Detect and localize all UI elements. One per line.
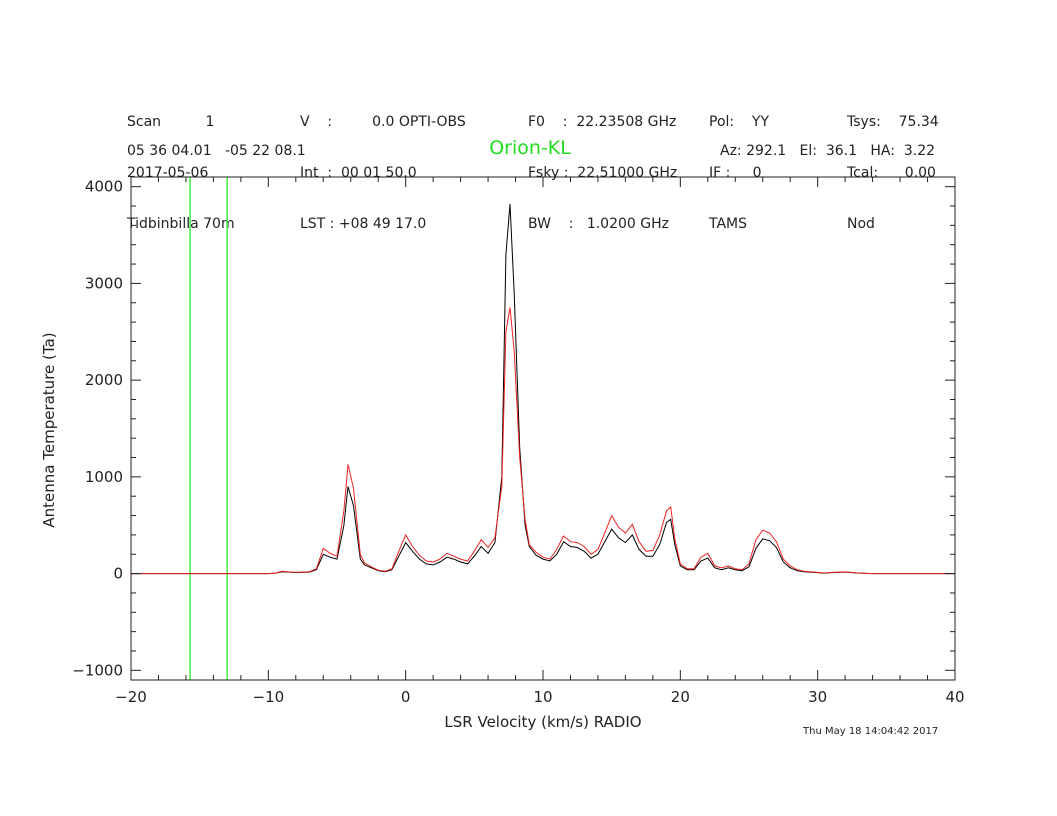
header-f0: F0 : 22.23508 GHz <box>528 114 677 130</box>
x-tick-label: 0 <box>401 688 411 706</box>
series-line-red <box>131 307 955 575</box>
x-tick-label: 30 <box>808 688 827 706</box>
header-coordinates: 05 36 04.01 -05 22 08.1 <box>127 143 306 159</box>
header-pol: Pol: YY <box>709 114 770 130</box>
header-tsys-info: Tsys: 75.34 Tcal: 0.00 Nod <box>847 80 939 250</box>
x-axis-label: LSR Velocity (km/s) RADIO <box>444 713 641 731</box>
x-tick-label: 20 <box>671 688 690 706</box>
x-tick-label: −10 <box>253 688 285 706</box>
y-tick-label: 2000 <box>85 371 123 389</box>
y-tick-label: 0 <box>113 565 123 583</box>
y-axis-label: Antenna Temperature (Ta) <box>40 332 58 527</box>
series-line-black <box>131 204 955 575</box>
header-bandwidth: BW : 1.0200 GHz <box>528 216 669 232</box>
y-tick-label: −1000 <box>72 661 123 679</box>
y-tick-label: 1000 <box>85 468 123 486</box>
header-scan: Scan 1 <box>127 114 215 130</box>
header-pointing: Az: 292.1 El: 36.1 HA: 3.22 <box>720 143 936 159</box>
header-mode: Nod <box>847 216 875 232</box>
x-tick-label: 10 <box>533 688 552 706</box>
y-tick-label: 4000 <box>85 178 123 196</box>
plot-timestamp: Thu May 18 14:04:42 2017 <box>803 726 939 737</box>
header-velocity: V : 0.0 OPTI-OBS <box>300 114 466 130</box>
header-lst: LST : +08 49 17.0 <box>300 216 427 232</box>
plot-frame <box>130 176 956 681</box>
chart-title: Orion-KL <box>489 137 571 159</box>
header-tsys: Tsys: 75.34 <box>847 114 939 130</box>
velocity-marker-layer <box>189 177 228 680</box>
y-tick-label: 3000 <box>85 274 123 292</box>
x-tick-label: 40 <box>945 688 964 706</box>
x-tick-label: −20 <box>115 688 147 706</box>
header-backend: TAMS <box>709 216 748 232</box>
series-layer <box>131 204 955 575</box>
axis-layer: −20 −10 0 10 20 30 40 −1000 0 1000 2000 3000 4000 <box>72 176 965 706</box>
